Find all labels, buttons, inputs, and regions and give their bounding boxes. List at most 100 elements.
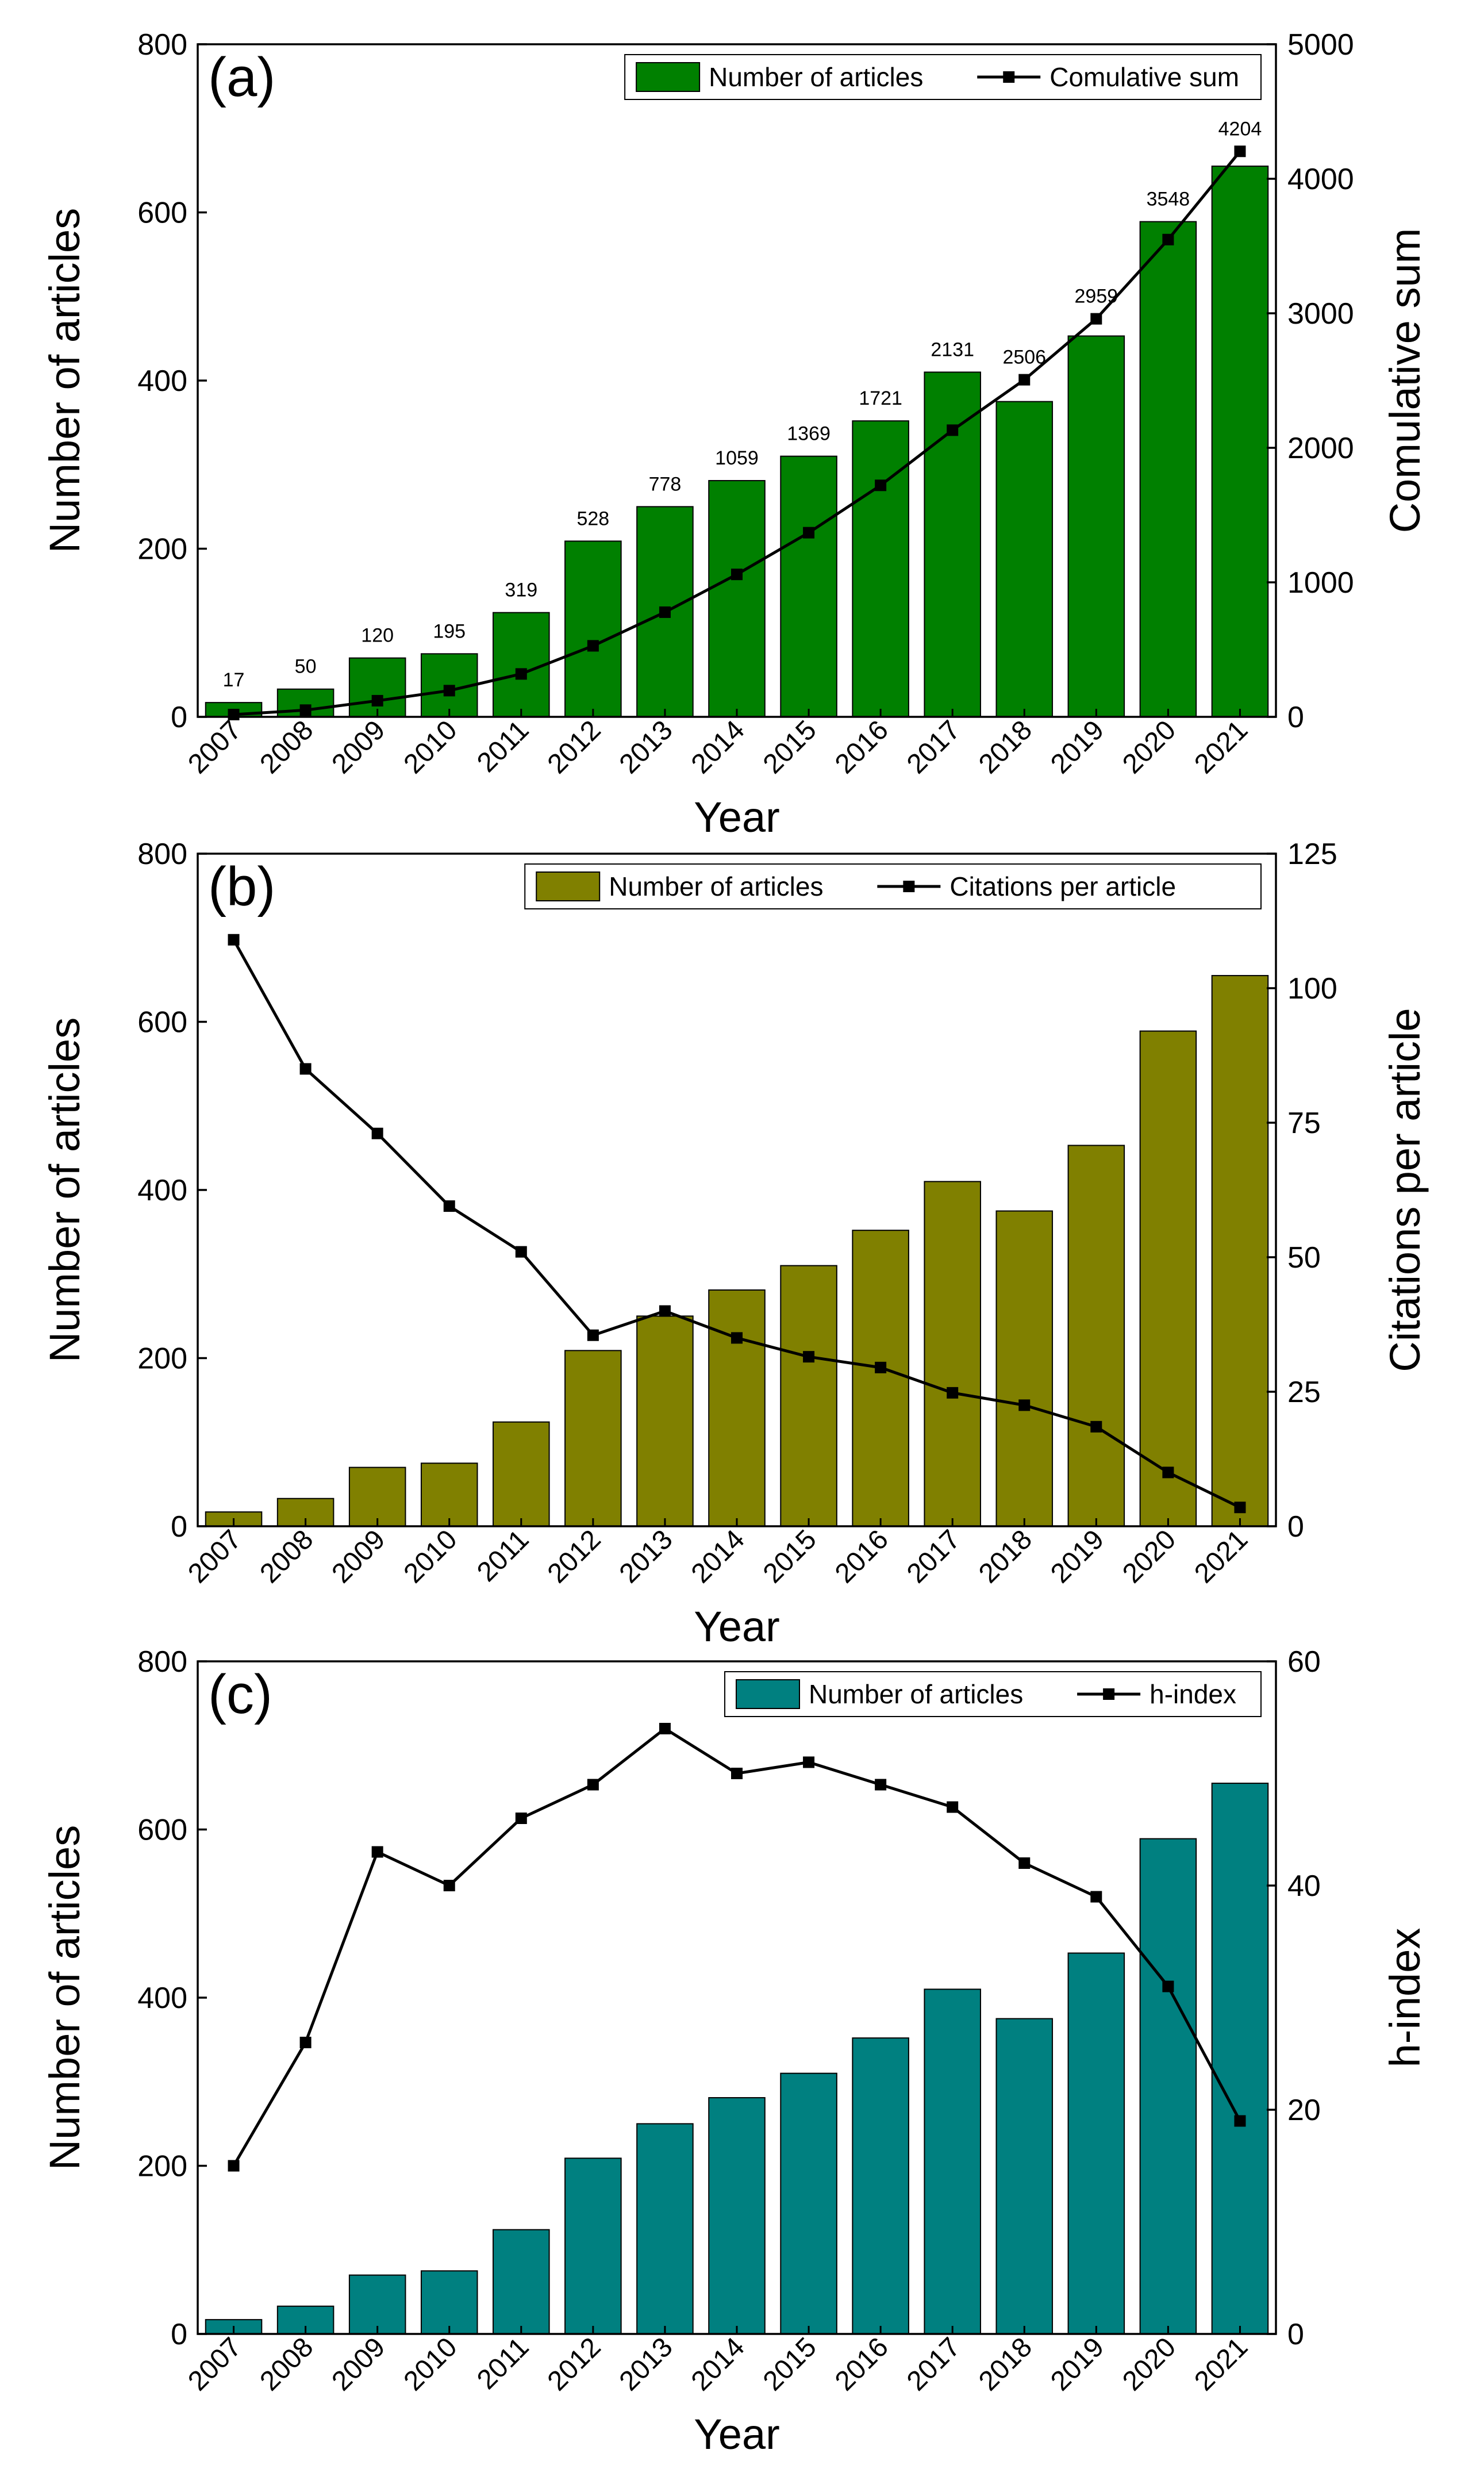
bar bbox=[420, 1462, 478, 1527]
x-tick-label: 2020 bbox=[1117, 1524, 1182, 1589]
right-tick-label: 0 bbox=[1287, 2318, 1304, 2351]
right-tick-label: 75 bbox=[1287, 1107, 1321, 1140]
data-label: 195 bbox=[433, 620, 466, 642]
bar bbox=[1067, 335, 1125, 717]
line-marker bbox=[1090, 1891, 1102, 1903]
bar bbox=[780, 2072, 837, 2335]
legend-swatch-marker bbox=[1003, 71, 1015, 83]
line-marker bbox=[659, 606, 671, 618]
line-marker bbox=[515, 1813, 527, 1824]
left-tick-label: 800 bbox=[137, 28, 187, 62]
bar bbox=[924, 371, 981, 717]
line-marker bbox=[587, 640, 599, 652]
bar bbox=[852, 2037, 909, 2335]
left-tick-label: 800 bbox=[137, 838, 187, 871]
data-label: 1369 bbox=[787, 423, 831, 445]
x-tick-label: 2017 bbox=[901, 1524, 966, 1589]
x-tick-label: 2008 bbox=[254, 1524, 319, 1589]
left-tick-label: 0 bbox=[171, 701, 187, 734]
right-tick-label: 0 bbox=[1287, 1510, 1304, 1544]
bar bbox=[420, 2270, 478, 2335]
right-tick-label: 3000 bbox=[1287, 297, 1354, 331]
panel-label: (a) bbox=[208, 47, 275, 108]
data-label: 528 bbox=[576, 508, 609, 529]
x-tick-label: 2009 bbox=[326, 2332, 391, 2397]
x-tick-label: 2010 bbox=[398, 715, 463, 780]
x-tick-label: 2014 bbox=[686, 1524, 751, 1589]
x-tick-label: 2013 bbox=[614, 1524, 679, 1589]
legend-swatch-marker bbox=[903, 881, 915, 892]
left-tick-label: 400 bbox=[137, 1174, 187, 1207]
bar bbox=[564, 2157, 622, 2335]
bar bbox=[1067, 1145, 1125, 1527]
line-marker bbox=[1162, 233, 1174, 245]
data-label: 1059 bbox=[715, 447, 759, 469]
right-tick-label: 60 bbox=[1287, 1645, 1321, 1679]
left-tick-label: 0 bbox=[171, 1510, 187, 1544]
right-tick-label: 2000 bbox=[1287, 432, 1354, 465]
legend-label-bar: Number of articles bbox=[709, 62, 923, 92]
line-marker bbox=[371, 694, 383, 707]
line-marker bbox=[1090, 313, 1102, 325]
x-tick-label: 2016 bbox=[829, 1524, 894, 1589]
left-tick-label: 200 bbox=[137, 533, 187, 566]
data-label: 319 bbox=[505, 579, 537, 601]
x-tick-label: 2015 bbox=[758, 715, 822, 780]
line-marker bbox=[443, 685, 455, 697]
legend-swatch-marker bbox=[1103, 1688, 1115, 1700]
data-label: 2131 bbox=[931, 339, 974, 360]
bar bbox=[1211, 1783, 1269, 2335]
legend-box bbox=[624, 54, 1262, 100]
legend-label-bar: Number of articles bbox=[809, 1679, 1023, 1709]
bar bbox=[852, 1230, 909, 1527]
bar bbox=[1139, 1838, 1197, 2335]
x-tick-label: 2012 bbox=[542, 2332, 607, 2397]
y-axis-title: Number of articles bbox=[41, 1825, 89, 2170]
line-marker bbox=[371, 1846, 383, 1858]
bar bbox=[493, 612, 550, 718]
x-tick-label: 2019 bbox=[1045, 715, 1110, 780]
legend-swatch-bar bbox=[636, 62, 701, 92]
chart-panel-1: 17 50 120 195 319 528 778 1059 1369 1721 2131 2506 2… bbox=[41, 28, 1429, 841]
line-marker bbox=[371, 1127, 383, 1139]
x-tick-label: 2017 bbox=[901, 715, 966, 780]
left-tick-label: 0 bbox=[171, 2318, 187, 2351]
line-marker bbox=[659, 1723, 671, 1734]
x-tick-label: 2016 bbox=[829, 715, 894, 780]
line-marker bbox=[515, 1246, 527, 1258]
bar bbox=[852, 420, 909, 717]
bar bbox=[493, 2229, 550, 2335]
x-tick-label: 2011 bbox=[471, 2332, 535, 2395]
x-tick-label: 2007 bbox=[182, 2332, 247, 2397]
right-tick-label: 100 bbox=[1287, 972, 1337, 1005]
bar bbox=[348, 657, 406, 717]
x-tick-label: 2021 bbox=[1189, 715, 1254, 780]
left-tick-label: 600 bbox=[137, 1814, 187, 1847]
line-marker bbox=[1162, 1980, 1174, 1992]
right-tick-label: 125 bbox=[1287, 838, 1337, 871]
line-marker bbox=[947, 1387, 959, 1399]
x-tick-label: 2013 bbox=[614, 715, 679, 780]
left-tick-label: 600 bbox=[137, 1006, 187, 1039]
bar bbox=[708, 2097, 766, 2335]
bar bbox=[708, 1289, 766, 1527]
line-marker bbox=[1018, 1857, 1031, 1869]
data-label: 4204 bbox=[1218, 118, 1262, 140]
line-marker bbox=[875, 1779, 887, 1791]
line-marker bbox=[299, 1063, 312, 1075]
x-tick-label: 2018 bbox=[973, 2332, 1038, 2397]
line-marker bbox=[1018, 374, 1031, 386]
left-tick-label: 800 bbox=[137, 1645, 187, 1679]
bar bbox=[1139, 1030, 1197, 1527]
line-marker bbox=[731, 569, 743, 581]
line-marker bbox=[587, 1329, 599, 1341]
legend-swatch-bar bbox=[536, 871, 601, 901]
bar bbox=[995, 1210, 1054, 1527]
right-tick-label: 20 bbox=[1287, 2094, 1321, 2127]
line-marker bbox=[587, 1779, 599, 1791]
x-tick-label: 2014 bbox=[686, 2332, 751, 2397]
chart-panel-3: 0 200 400 600 800 0 20 40 60 2007 2008 2009 2010 2011… bbox=[41, 1645, 1429, 2458]
x-tick-label: 2009 bbox=[326, 1524, 391, 1589]
bar bbox=[780, 455, 837, 717]
